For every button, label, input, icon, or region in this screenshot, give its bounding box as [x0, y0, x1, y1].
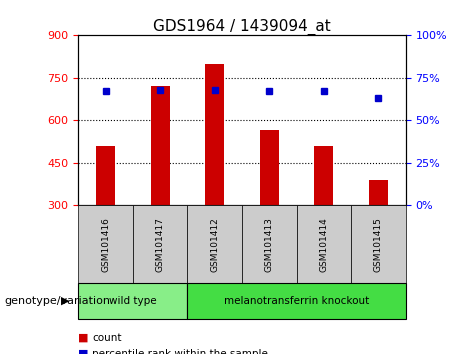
Text: genotype/variation: genotype/variation	[5, 296, 111, 306]
Text: percentile rank within the sample: percentile rank within the sample	[92, 349, 268, 354]
Text: count: count	[92, 333, 122, 343]
Bar	[188, 283, 406, 319]
Text: GSM101416: GSM101416	[101, 217, 110, 272]
Bar	[242, 205, 296, 283]
Text: GSM101417: GSM101417	[156, 217, 165, 272]
Text: GSM101413: GSM101413	[265, 217, 274, 272]
Text: GSM101415: GSM101415	[374, 217, 383, 272]
Bar	[78, 205, 133, 283]
Bar	[260, 130, 279, 205]
Bar	[78, 283, 188, 319]
Bar	[205, 64, 225, 205]
Bar	[351, 205, 406, 283]
Text: wild type: wild type	[109, 296, 157, 306]
Bar	[151, 86, 170, 205]
Bar	[314, 146, 333, 205]
Bar	[296, 205, 351, 283]
Text: ■: ■	[78, 349, 89, 354]
Text: GSM101414: GSM101414	[319, 217, 328, 272]
Text: melanotransferrin knockout: melanotransferrin knockout	[224, 296, 369, 306]
Text: GSM101412: GSM101412	[210, 217, 219, 272]
Bar	[96, 146, 115, 205]
Bar	[369, 180, 388, 205]
Title: GDS1964 / 1439094_at: GDS1964 / 1439094_at	[153, 19, 331, 35]
Text: ▶: ▶	[61, 296, 69, 306]
Bar	[188, 205, 242, 283]
Text: ■: ■	[78, 333, 89, 343]
Bar	[133, 205, 188, 283]
